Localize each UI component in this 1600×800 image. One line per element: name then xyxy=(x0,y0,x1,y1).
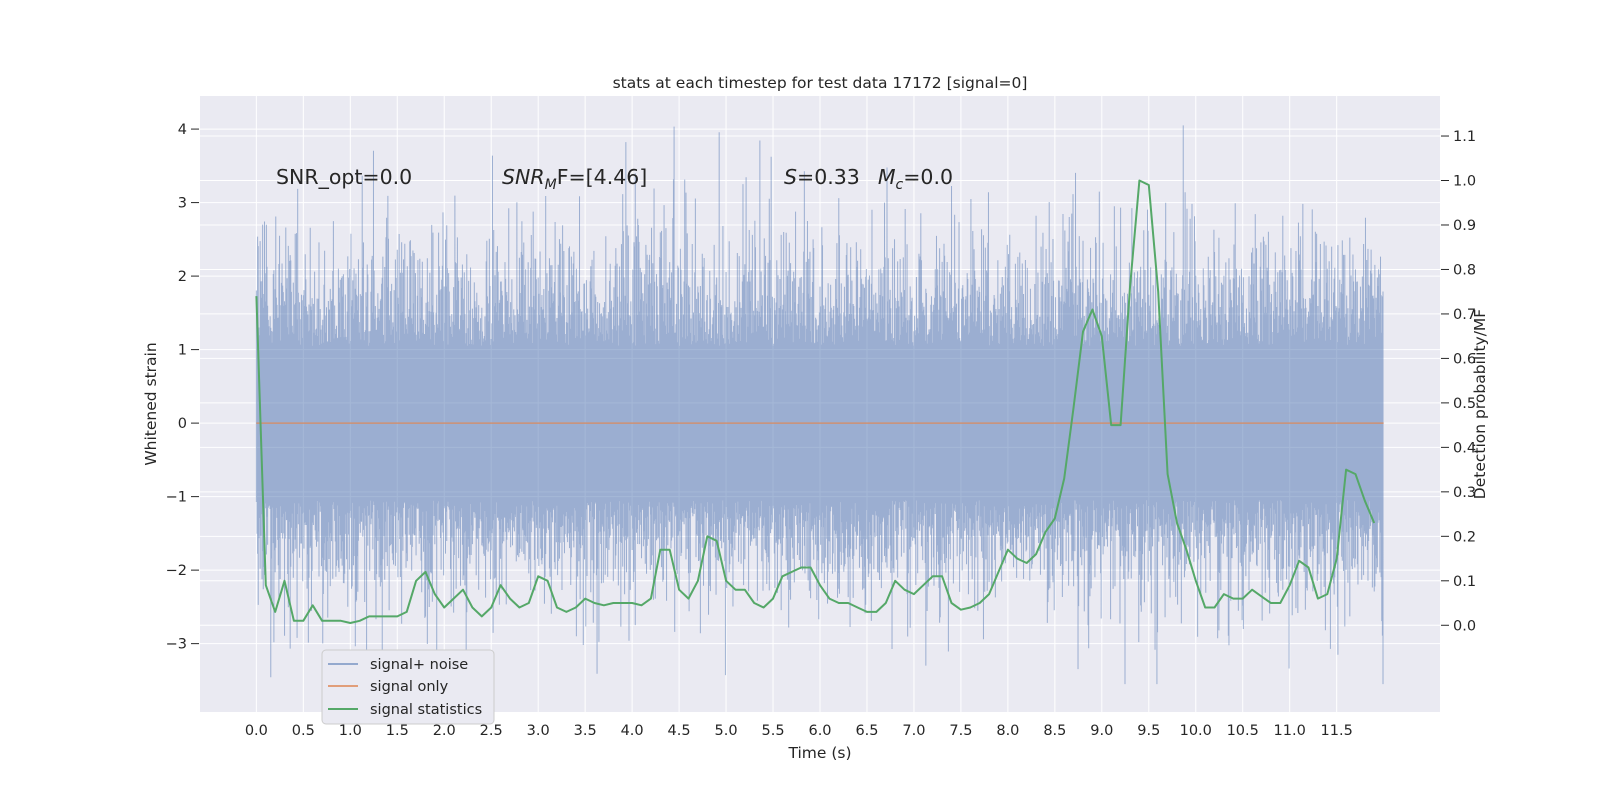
x-tick-label: 3.0 xyxy=(527,723,550,739)
x-tick-label: 2.5 xyxy=(480,723,503,739)
x-tick-label: 4.5 xyxy=(668,723,691,739)
x-tick-label: 0.5 xyxy=(292,723,315,739)
series-signal-noise xyxy=(255,125,1384,685)
legend-label-signal-only: signal only xyxy=(370,679,449,695)
x-tick-label: 1.0 xyxy=(339,723,362,739)
y-axis-left: −3 −2 −1 0 1 2 3 4 xyxy=(166,122,199,653)
x-axis-label: Time (s) xyxy=(787,744,851,762)
x-tick-label: 11.0 xyxy=(1274,723,1306,739)
x-tick-label: 7.0 xyxy=(902,723,925,739)
y-left-tick-label: −1 xyxy=(166,490,187,506)
y-right-tick-label: 0.3 xyxy=(1453,485,1476,501)
snr-mf-symbol: SNR xyxy=(502,165,545,189)
y-left-tick-label: 1 xyxy=(178,343,187,359)
legend-label-signal-noise: signal+ noise xyxy=(370,657,468,673)
y-right-tick-label: 0.2 xyxy=(1453,529,1476,545)
y-right-tick-label: 0.6 xyxy=(1453,351,1476,367)
y-right-tick-label: 0.0 xyxy=(1453,618,1476,634)
x-tick-label: 9.5 xyxy=(1137,723,1160,739)
x-tick-label: 0.0 xyxy=(245,723,268,739)
annotation-s-mc: S=0.33 Mc=0.0 xyxy=(784,165,953,193)
legend-box xyxy=(321,649,495,725)
y-right-tick-label: 0.5 xyxy=(1453,396,1476,412)
y-right-tick-label: 0.9 xyxy=(1453,218,1476,234)
signal-noise-trace xyxy=(255,125,1384,685)
y-right-tick-label: 1.0 xyxy=(1453,174,1476,190)
y-right-tick-label: 0.1 xyxy=(1453,574,1476,590)
x-tick-label: 4.0 xyxy=(621,723,644,739)
y-left-tick-label: 4 xyxy=(178,122,187,138)
x-tick-label: 8.5 xyxy=(1043,723,1066,739)
y-right-tick-label: 0.4 xyxy=(1453,440,1476,456)
legend-label-signal-statistics: signal statistics xyxy=(370,702,482,718)
mc-subscript: c xyxy=(896,177,904,193)
x-tick-label: 7.5 xyxy=(949,723,972,739)
x-tick-label: 11.5 xyxy=(1321,723,1353,739)
x-tick-label: 3.5 xyxy=(574,723,597,739)
annotation-snr-mf: SNRMF=[4.46] xyxy=(502,165,647,193)
x-tick-label: 10.5 xyxy=(1227,723,1259,739)
x-tick-label: 5.0 xyxy=(715,723,738,739)
y-right-tick-label: 1.1 xyxy=(1453,129,1476,145)
snr-mf-value: F=[4.46] xyxy=(557,165,648,189)
y-left-tick-label: 3 xyxy=(178,196,187,212)
y-left-tick-label: 0 xyxy=(178,416,187,432)
s-value: =0.33 xyxy=(797,165,860,189)
y-right-tick-label: 0.8 xyxy=(1453,262,1476,278)
x-tick-label: 10.0 xyxy=(1180,723,1212,739)
x-tick-label: 9.0 xyxy=(1090,723,1113,739)
y-axis-right: 0.0 0.1 0.2 0.3 0.4 0.5 0.6 0.7 0.8 0.9 1.0 1.1 xyxy=(1441,129,1476,634)
y-left-tick-label: −3 xyxy=(166,637,187,653)
x-axis: 0.0 0.5 1.0 1.5 2.0 2.5 3.0 3.5 4.0 4.5 5.0 5.5 6.0 6… xyxy=(245,723,1353,739)
mc-symbol: M xyxy=(878,165,896,189)
y-axis-right-label: Detection probability/MF xyxy=(1471,309,1489,500)
x-tick-label: 8.0 xyxy=(996,723,1019,739)
x-tick-label: 2.0 xyxy=(433,723,456,739)
x-tick-label: 1.5 xyxy=(386,723,409,739)
mc-value: =0.0 xyxy=(903,165,953,189)
chart-title: stats at each timestep for test data 171… xyxy=(613,74,1028,92)
s-symbol: S xyxy=(784,165,797,189)
y-right-tick-label: 0.7 xyxy=(1453,307,1476,323)
snr-mf-subscript: M xyxy=(545,177,557,193)
series-signal-statistics-line xyxy=(255,179,1376,624)
annotation-snr-opt: SNR_opt=0.0 xyxy=(276,165,412,190)
legend: signal+ noise signal only signal statist… xyxy=(321,649,495,725)
y-left-tick-label: −2 xyxy=(166,563,187,579)
x-tick-label: 6.5 xyxy=(855,723,878,739)
y-left-tick-label: 2 xyxy=(178,269,187,285)
x-tick-label: 6.0 xyxy=(808,723,831,739)
y-axis-left-label: Whitened strain xyxy=(142,342,160,465)
x-tick-label: 5.5 xyxy=(761,723,784,739)
